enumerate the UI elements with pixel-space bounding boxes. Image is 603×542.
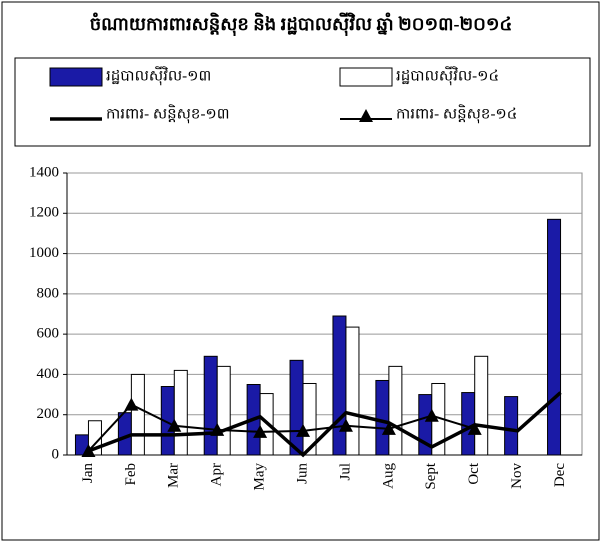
y-tick-label: 1000: [29, 245, 59, 261]
marker: [81, 443, 96, 457]
marker: [424, 408, 439, 422]
bar: [388, 365, 403, 456]
x-tick-label: Oct: [466, 462, 482, 484]
marker: [467, 421, 482, 435]
legend-label: រដ្ឋបាលស៊ីវិល-១៣: [106, 65, 211, 85]
legend-label: ការពារ- សន្តិសុខ-១៤: [396, 103, 517, 123]
bar: [461, 392, 476, 456]
x-tick-label: Feb: [123, 463, 139, 486]
x-tick-label: May: [252, 463, 268, 491]
bar: [289, 359, 304, 456]
legend-label: រដ្ឋបាលស៊ីវិល-១៤: [396, 65, 499, 85]
x-tick-label: Nov: [509, 463, 525, 489]
marker: [381, 421, 396, 435]
bar: [130, 373, 145, 456]
y-tick-label: 200: [37, 406, 60, 422]
y-tick-label: 1200: [29, 205, 59, 221]
x-tick-label: Aug: [380, 463, 396, 489]
legend-label: ការពារ- សន្តិសុខ-១៣: [106, 103, 230, 123]
marker: [167, 418, 182, 432]
line: [87, 403, 475, 452]
legend-swatch: [339, 67, 393, 87]
x-tick-label: Jun: [294, 463, 310, 484]
bar: [203, 355, 218, 456]
marker: [253, 424, 268, 438]
line: [87, 391, 562, 458]
y-tick-label: 600: [37, 326, 60, 342]
legend-marker: [359, 109, 373, 122]
x-tick-label: Mar: [166, 463, 182, 488]
x-tick-label: Sept: [423, 462, 439, 490]
bar: [474, 355, 489, 456]
marker: [296, 423, 311, 437]
bar: [547, 218, 562, 456]
x-tick-label: Jan: [80, 463, 96, 483]
x-tick-label: Jul: [337, 463, 353, 481]
legend-box: [14, 57, 591, 147]
bar: [332, 315, 347, 456]
legend-swatch: [49, 67, 103, 87]
chart-title: ចំណាយការពារសន្តិសុខ និង រដ្ឋបាលស៊ីវិល ឆ្…: [90, 12, 513, 37]
bar: [302, 382, 317, 456]
bar: [345, 326, 360, 456]
plot-area: [66, 172, 583, 456]
y-tick-label: 0: [52, 446, 60, 462]
y-tick-label: 1400: [29, 164, 59, 180]
y-tick-label: 800: [37, 285, 60, 301]
bar: [216, 365, 231, 456]
y-tick-label: 400: [37, 366, 60, 382]
x-tick-label: Apr: [209, 463, 225, 486]
bar: [504, 396, 519, 456]
marker: [338, 418, 353, 432]
x-tick-label: Dec: [552, 463, 568, 487]
bar: [173, 369, 188, 456]
marker: [210, 422, 225, 436]
marker: [124, 397, 139, 411]
bar: [375, 379, 390, 456]
